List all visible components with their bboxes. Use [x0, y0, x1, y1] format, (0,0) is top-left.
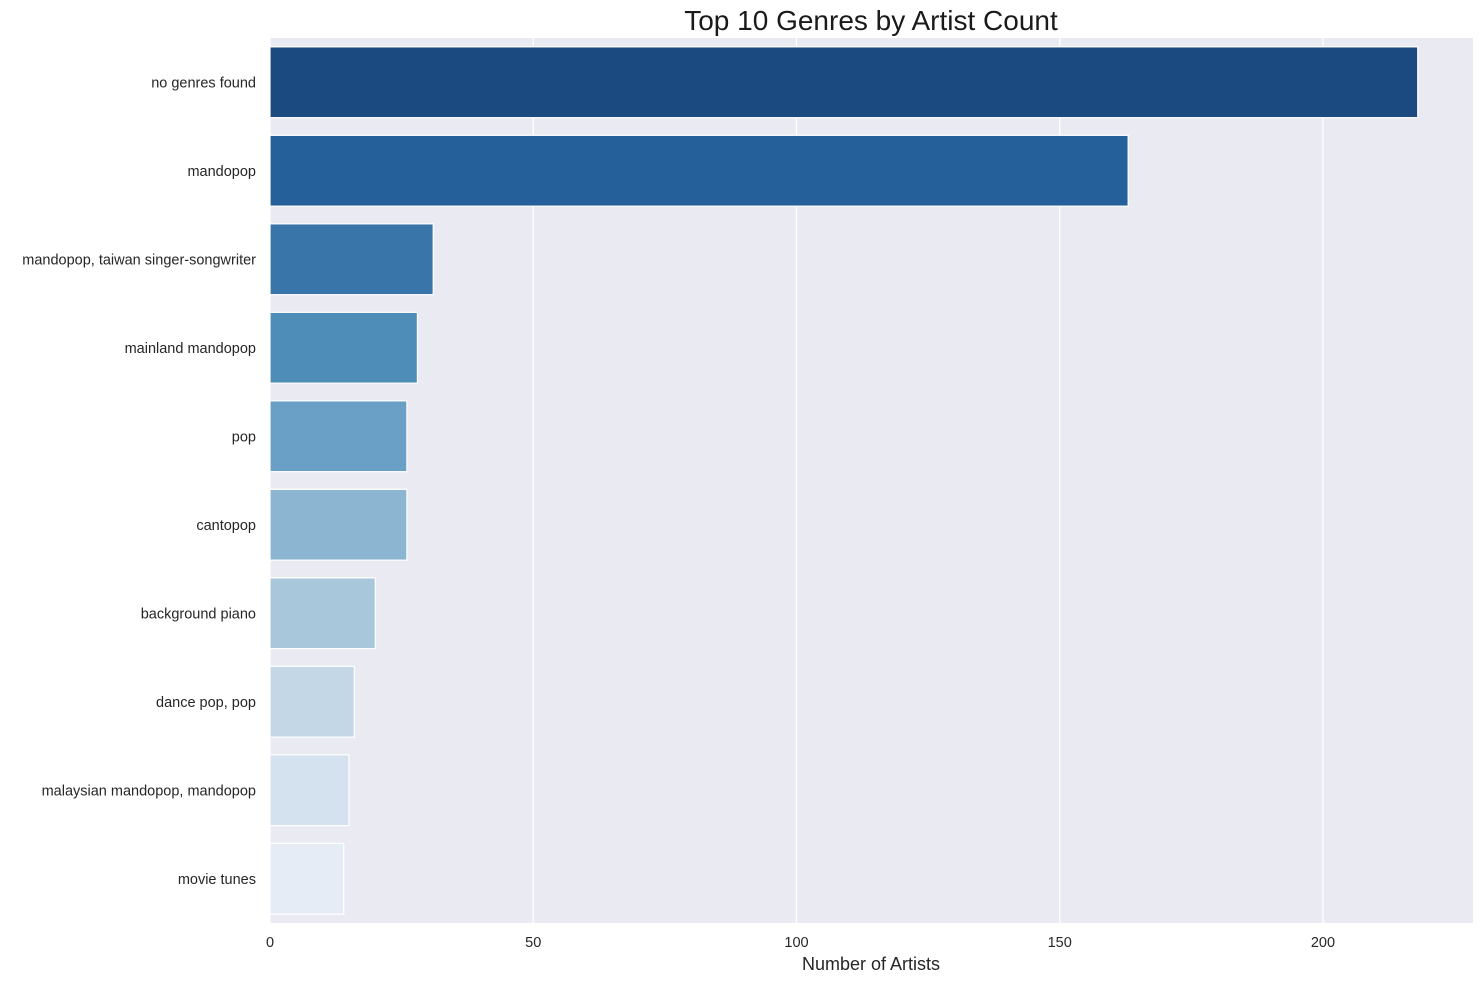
bar [269, 577, 376, 650]
y-tick-label: background piano [141, 606, 256, 622]
chart-title: Top 10 Genres by Artist Count [684, 5, 1058, 36]
y-tick-label: mandopop [187, 164, 256, 180]
bar [269, 311, 419, 384]
x-tick-label: 0 [266, 935, 274, 951]
bar [269, 46, 1419, 119]
y-tick-label: mainland mandopop [125, 341, 256, 357]
x-tick-label: 150 [1048, 935, 1072, 951]
bar [269, 223, 434, 296]
y-tick-label: malaysian mandopop, mandopop [42, 783, 256, 799]
bar [269, 488, 408, 561]
bar [269, 134, 1129, 207]
bars [269, 46, 1419, 915]
x-axis-label: Number of Artists [802, 954, 940, 974]
y-tick-label: no genres found [151, 75, 256, 91]
y-tick-label: cantopop [196, 518, 256, 534]
x-tick-labels: 0 50 100 150 200 [266, 935, 1335, 951]
x-tick-label: 200 [1311, 935, 1335, 951]
x-tick-label: 100 [784, 935, 808, 951]
bar [269, 665, 355, 738]
bar [269, 754, 350, 827]
y-tick-label: mandopop, taiwan singer-songwriter [22, 252, 256, 268]
y-tick-label: pop [232, 429, 256, 445]
x-tick-label: 50 [525, 935, 541, 951]
bar [269, 400, 408, 473]
bar [269, 842, 345, 915]
y-tick-label: movie tunes [178, 872, 256, 888]
y-tick-label: dance pop, pop [156, 695, 256, 711]
y-tick-labels: no genres found mandopop mandopop, taiwan … [22, 75, 256, 888]
